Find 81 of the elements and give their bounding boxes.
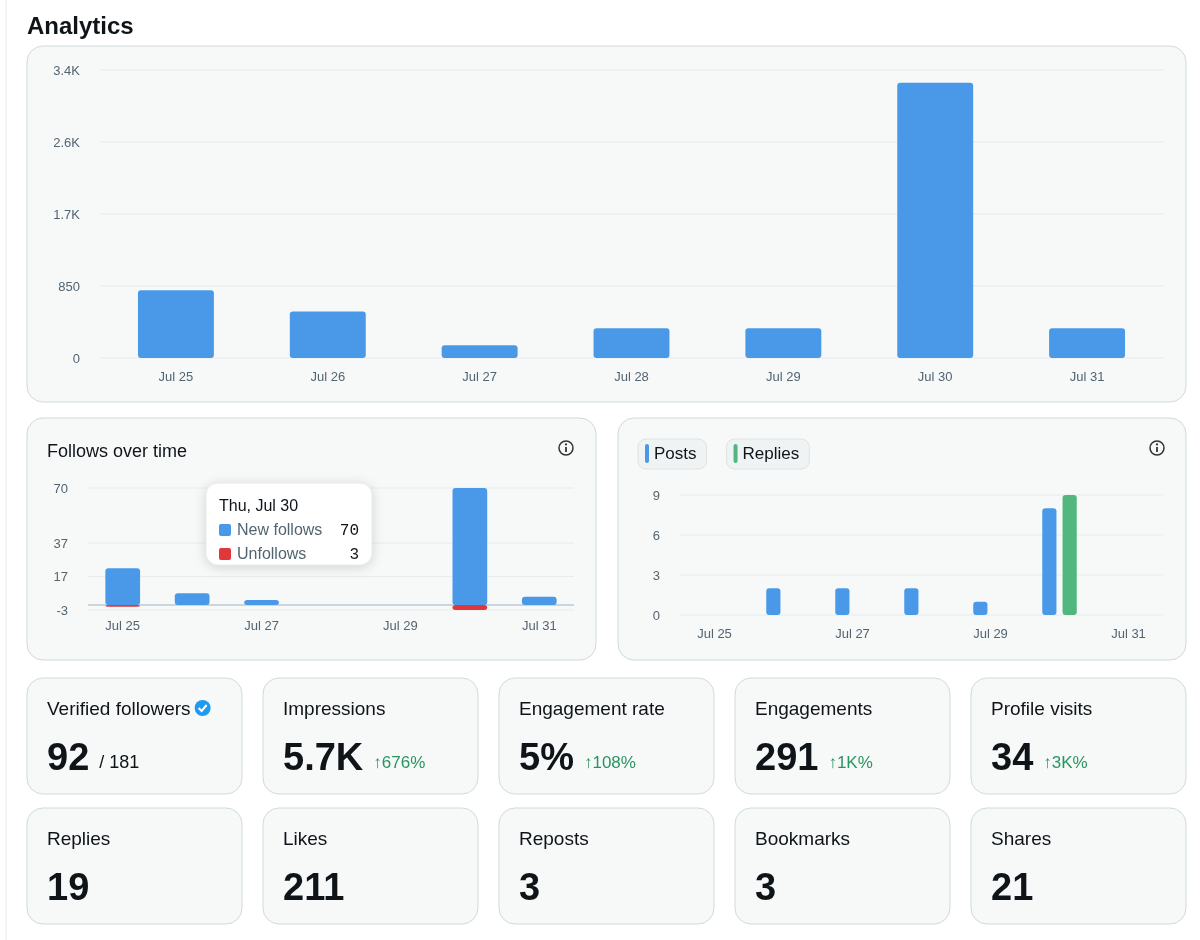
x-tick-label: Jul 31 [521, 618, 557, 634]
bar [105, 568, 141, 605]
bar [521, 596, 557, 605]
text: ↑3K% [1043, 753, 1088, 772]
text: Bookmarks [755, 828, 851, 849]
bar [289, 311, 366, 358]
y-tick-label: 850 [58, 278, 80, 294]
annotation: Thu, Jul 30 [219, 497, 299, 514]
legend-label: New follows [237, 521, 323, 538]
text: Profile visits [991, 698, 1093, 719]
bar [244, 599, 279, 605]
text: 5.7K [283, 736, 364, 778]
text: 34 [991, 736, 1034, 778]
x-tick-label: Jul 25 [158, 369, 194, 385]
text: 19 [47, 866, 90, 908]
text: Shares [991, 828, 1052, 849]
text: Likes [283, 828, 328, 849]
x-tick-label: Jul 27 [244, 618, 279, 634]
text: 3 [755, 866, 777, 908]
chart-title: Follows over time [47, 441, 188, 461]
legend-label: Unfollows [237, 545, 307, 562]
text: Impressions [283, 698, 386, 719]
x-tick-label: Jul 26 [310, 369, 346, 385]
text: Verified followers [47, 698, 191, 719]
x-tick-label: Jul 30 [917, 369, 953, 385]
y-tick-label: 3 [652, 567, 660, 583]
legend-label: Replies [742, 444, 800, 463]
bar [897, 82, 974, 358]
text: 21 [991, 866, 1034, 908]
x-tick-label: Jul 25 [697, 626, 732, 642]
y-tick-label: 37 [53, 535, 68, 551]
text: / 181 [99, 752, 140, 772]
text: 3 [519, 866, 541, 908]
y-tick-label: 9 [652, 487, 660, 503]
y-tick-label: 17 [53, 569, 68, 585]
bar [452, 604, 488, 610]
bar [174, 593, 210, 605]
bar [1042, 508, 1057, 615]
y-tick-label: -3 [56, 602, 68, 618]
bar [593, 328, 670, 358]
annotation: 3 [349, 546, 359, 564]
text: Engagements [755, 698, 873, 719]
chart-title: Analytics [27, 12, 134, 39]
x-tick-label: Jul 29 [383, 618, 418, 634]
text: Reposts [519, 828, 589, 849]
x-tick-label: Jul 31 [1069, 369, 1105, 385]
y-tick-label: 0 [72, 350, 80, 366]
text: ↑676% [373, 753, 426, 772]
y-tick-label: 6 [652, 527, 660, 543]
x-tick-label: Jul 27 [462, 369, 497, 385]
bar [441, 345, 518, 358]
x-tick-label: Jul 29 [973, 626, 1008, 642]
x-tick-label: Jul 29 [766, 369, 801, 385]
text: ↑108% [583, 753, 636, 772]
bar [745, 328, 822, 358]
annotation: 70 [339, 522, 359, 540]
bar [766, 588, 781, 615]
text: ↑1K% [828, 753, 873, 772]
x-tick-label: Jul 27 [835, 626, 870, 642]
bar [137, 290, 214, 358]
bar [1049, 328, 1126, 358]
text: Engagement rate [519, 698, 665, 719]
y-tick-label: 70 [53, 480, 68, 496]
legend-label: Posts [654, 444, 697, 463]
bar [452, 488, 488, 605]
bar [973, 601, 988, 615]
text: 92 [47, 736, 90, 778]
text: 291 [755, 736, 819, 778]
bar [904, 588, 919, 615]
y-tick-label: 1.7K [53, 206, 81, 222]
x-tick-label: Jul 25 [105, 618, 141, 634]
text: Replies [47, 828, 111, 849]
bar [835, 588, 850, 615]
y-tick-label: 0 [652, 607, 660, 623]
x-tick-label: Jul 28 [614, 369, 649, 385]
text: 5% [519, 736, 574, 778]
y-tick-label: 3.4K [53, 62, 81, 78]
text: 211 [283, 866, 345, 908]
bar [1062, 495, 1077, 615]
x-tick-label: Jul 31 [1111, 626, 1146, 642]
y-tick-label: 2.6K [53, 134, 81, 150]
